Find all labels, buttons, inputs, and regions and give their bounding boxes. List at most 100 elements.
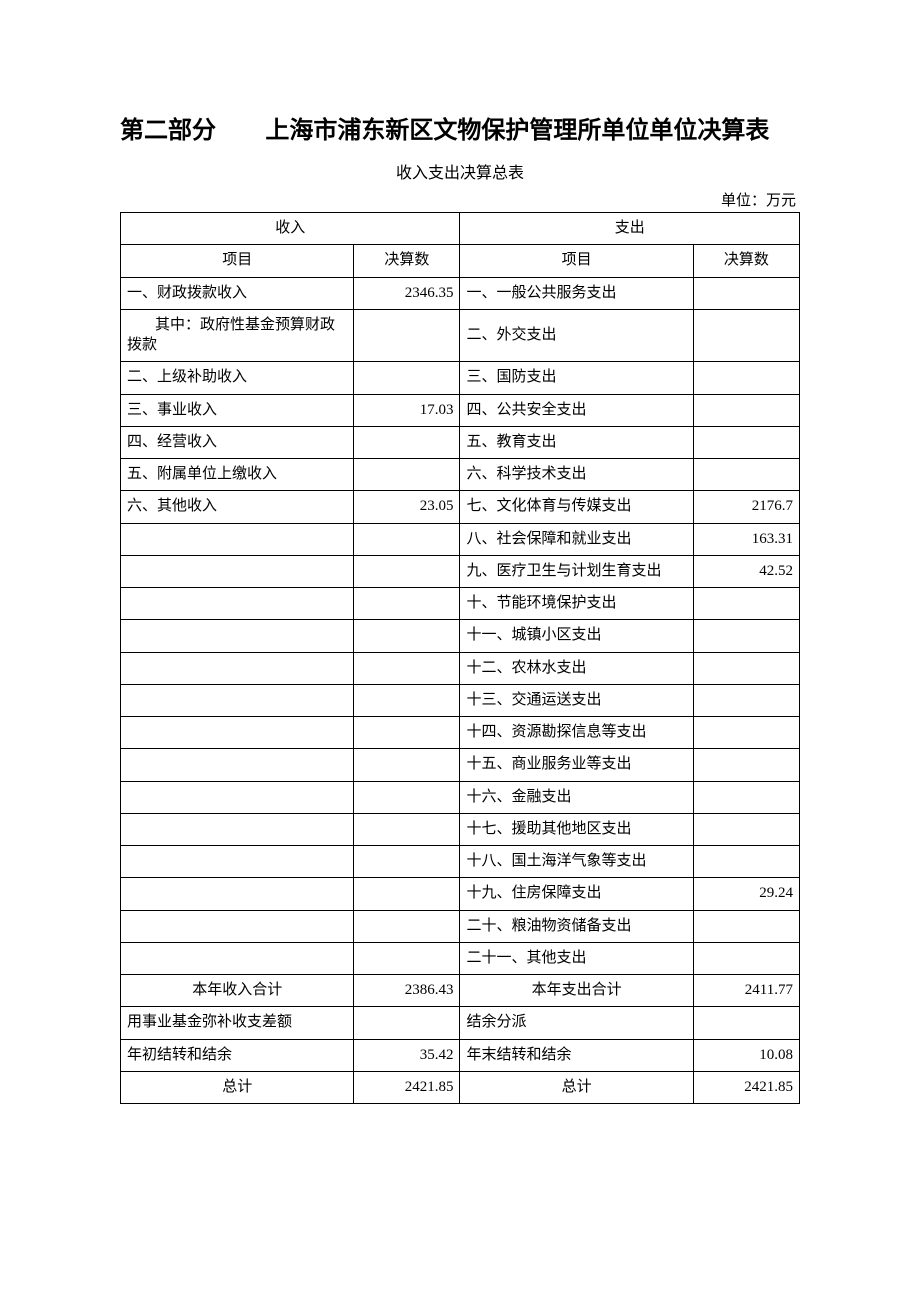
page-subtitle: 收入支出决算总表 <box>120 159 800 183</box>
table-row: 十七、援助其他地区支出 <box>121 813 800 845</box>
header-income-group: 收入 <box>121 213 460 245</box>
expense-item-value <box>693 749 799 781</box>
expense-item-value <box>693 717 799 749</box>
expense-item-label: 六、科学技术支出 <box>460 459 693 491</box>
income-item-value <box>354 749 460 781</box>
expense-item-label: 十九、住房保障支出 <box>460 878 693 910</box>
header-expense-amount: 决算数 <box>693 245 799 277</box>
expense-item-label: 五、教育支出 <box>460 426 693 458</box>
table-row: 一、财政拨款收入2346.35一、一般公共服务支出 <box>121 277 800 309</box>
income-item-label <box>121 523 354 555</box>
income-item-value <box>354 813 460 845</box>
income-item-value: 2346.35 <box>354 277 460 309</box>
expense-item-value <box>693 309 799 362</box>
header-income-item: 项目 <box>121 245 354 277</box>
expense-item-label: 十三、交通运送支出 <box>460 684 693 716</box>
expense-item-label: 十八、国土海洋气象等支出 <box>460 846 693 878</box>
income-item-label: 二、上级补助收入 <box>121 362 354 394</box>
expense-item-value <box>693 910 799 942</box>
table-row: 十五、商业服务业等支出 <box>121 749 800 781</box>
expense-item-value <box>693 684 799 716</box>
expense-item-value <box>693 620 799 652</box>
income-item-value <box>354 555 460 587</box>
expense-item-label: 十、节能环境保护支出 <box>460 588 693 620</box>
income-item-label <box>121 781 354 813</box>
expense-item-value <box>693 942 799 974</box>
table-row: 十六、金融支出 <box>121 781 800 813</box>
table-row: 八、社会保障和就业支出163.31 <box>121 523 800 555</box>
summary-right-value: 2421.85 <box>693 1071 799 1103</box>
income-item-label <box>121 684 354 716</box>
summary-right-value <box>693 1007 799 1039</box>
table-row: 六、其他收入23.05七、文化体育与传媒支出2176.7 <box>121 491 800 523</box>
income-item-label <box>121 878 354 910</box>
summary-left-label: 用事业基金弥补收支差额 <box>121 1007 354 1039</box>
summary-right-label: 本年支出合计 <box>460 975 693 1007</box>
table-row: 十九、住房保障支出29.24 <box>121 878 800 910</box>
page-title: 第二部分 上海市浦东新区文物保护管理所单位单位决算表 <box>120 110 800 145</box>
summary-left-label: 年初结转和结余 <box>121 1039 354 1071</box>
income-item-label <box>121 910 354 942</box>
summary-left-value: 2386.43 <box>354 975 460 1007</box>
income-item-value <box>354 362 460 394</box>
income-item-value <box>354 781 460 813</box>
income-item-value <box>354 588 460 620</box>
summary-left-value: 35.42 <box>354 1039 460 1071</box>
table-row: 九、医疗卫生与计划生育支出42.52 <box>121 555 800 587</box>
income-item-value <box>354 652 460 684</box>
table-row: 三、事业收入17.03四、公共安全支出 <box>121 394 800 426</box>
summary-left-value <box>354 1007 460 1039</box>
income-item-label <box>121 620 354 652</box>
expense-item-label: 八、社会保障和就业支出 <box>460 523 693 555</box>
expense-item-label: 一、一般公共服务支出 <box>460 277 693 309</box>
summary-right-label: 结余分派 <box>460 1007 693 1039</box>
expense-item-value <box>693 426 799 458</box>
table-header-group: 收入 支出 <box>121 213 800 245</box>
income-item-label <box>121 749 354 781</box>
table-header-cols: 项目 决算数 项目 决算数 <box>121 245 800 277</box>
income-item-label: 四、经营收入 <box>121 426 354 458</box>
expense-item-value <box>693 459 799 491</box>
income-item-value <box>354 942 460 974</box>
unit-label: 单位：万元 <box>120 189 800 210</box>
header-expense-group: 支出 <box>460 213 800 245</box>
income-item-value <box>354 620 460 652</box>
expense-item-label: 二十、粮油物资储备支出 <box>460 910 693 942</box>
expense-item-value <box>693 362 799 394</box>
income-item-value <box>354 717 460 749</box>
expense-item-label: 二十一、其他支出 <box>460 942 693 974</box>
income-item-label <box>121 588 354 620</box>
table-summary-row: 用事业基金弥补收支差额 结余分派 <box>121 1007 800 1039</box>
title-part-2: 上海市浦东新区文物保护管理所单位单位决算表 <box>265 117 769 144</box>
table-row: 二、上级补助收入 三、国防支出 <box>121 362 800 394</box>
summary-right-value: 10.08 <box>693 1039 799 1071</box>
summary-right-label: 年末结转和结余 <box>460 1039 693 1071</box>
expense-item-value <box>693 588 799 620</box>
expense-item-label: 九、医疗卫生与计划生育支出 <box>460 555 693 587</box>
expense-item-value <box>693 277 799 309</box>
expense-item-value: 42.52 <box>693 555 799 587</box>
expense-item-value: 29.24 <box>693 878 799 910</box>
expense-item-label: 十一、城镇小区支出 <box>460 620 693 652</box>
expense-item-label: 七、文化体育与传媒支出 <box>460 491 693 523</box>
income-item-value: 23.05 <box>354 491 460 523</box>
income-item-label: 三、事业收入 <box>121 394 354 426</box>
table-row: 十一、城镇小区支出 <box>121 620 800 652</box>
income-item-value <box>354 309 460 362</box>
table-summary-row: 总计2421.85总计2421.85 <box>121 1071 800 1103</box>
title-part-1: 第二部分 <box>120 117 216 144</box>
income-item-label: 六、其他收入 <box>121 491 354 523</box>
expense-item-label: 四、公共安全支出 <box>460 394 693 426</box>
income-item-label <box>121 813 354 845</box>
summary-left-value: 2421.85 <box>354 1071 460 1103</box>
income-item-value <box>354 846 460 878</box>
summary-right-label: 总计 <box>460 1071 693 1103</box>
summary-left-label: 总计 <box>121 1071 354 1103</box>
expense-item-label: 十四、资源勘探信息等支出 <box>460 717 693 749</box>
income-item-label <box>121 942 354 974</box>
expense-item-label: 三、国防支出 <box>460 362 693 394</box>
table-row: 五、附属单位上缴收入六、科学技术支出 <box>121 459 800 491</box>
header-income-amount: 决算数 <box>354 245 460 277</box>
income-item-value: 17.03 <box>354 394 460 426</box>
table-summary-row: 年初结转和结余35.42年末结转和结余10.08 <box>121 1039 800 1071</box>
